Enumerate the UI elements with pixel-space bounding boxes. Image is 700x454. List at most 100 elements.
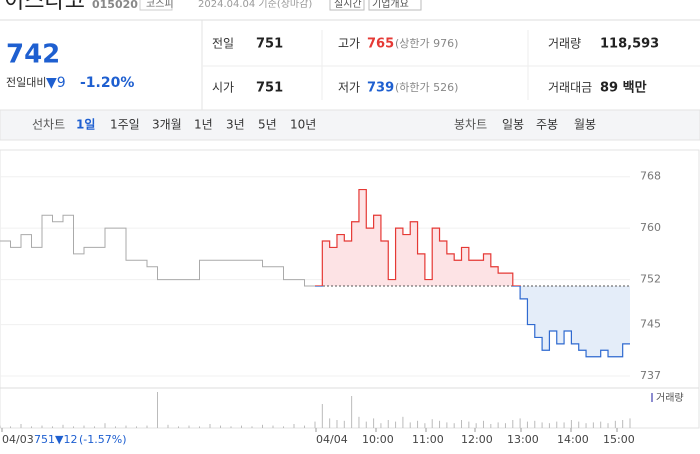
plot-frame bbox=[0, 149, 700, 429]
tab[interactable]: 1주일 bbox=[110, 118, 140, 132]
volume-bar bbox=[622, 420, 624, 428]
volume-bar bbox=[230, 426, 232, 428]
volume-bar bbox=[125, 425, 127, 428]
area-up bbox=[315, 189, 630, 286]
volume-bar bbox=[94, 426, 95, 428]
stat-value: 89 백만 bbox=[600, 80, 647, 96]
stock-name: 이스타코 bbox=[4, 0, 85, 14]
stat-label: 고가 bbox=[338, 37, 360, 51]
tab[interactable]: 3년 bbox=[226, 118, 245, 132]
volume-bar bbox=[431, 419, 433, 428]
area-down bbox=[315, 286, 630, 357]
volume-bar bbox=[262, 424, 263, 428]
volume-bar bbox=[585, 423, 587, 428]
x-tick-label: 11:00 bbox=[412, 433, 444, 446]
volume-bar bbox=[497, 422, 499, 428]
volume-bar bbox=[409, 422, 411, 428]
volume-legend: 거래량 bbox=[656, 392, 684, 404]
volume-bar bbox=[475, 423, 477, 428]
volume-bar bbox=[468, 421, 470, 428]
volume-bar bbox=[402, 416, 404, 428]
x-tick-label: 13:00 bbox=[507, 433, 539, 446]
stat-note: (하한가 526) bbox=[395, 80, 458, 94]
volume-bar bbox=[343, 420, 345, 428]
volume-bar bbox=[167, 424, 169, 428]
volume-bar bbox=[387, 420, 389, 428]
volume-bar bbox=[504, 423, 506, 428]
volume-bar bbox=[321, 404, 323, 428]
market-badge bbox=[139, 0, 173, 11]
stat-value: 739 bbox=[367, 81, 394, 96]
x-tick-label: 04/03 bbox=[2, 433, 34, 446]
volume-bar bbox=[314, 421, 316, 428]
volume-bar bbox=[482, 420, 484, 428]
y-tick-label: 760 bbox=[640, 221, 661, 234]
volume-bar bbox=[570, 420, 572, 428]
company-info[interactable]: 기업개요 bbox=[372, 0, 409, 10]
tab[interactable]: 일봉 bbox=[502, 118, 524, 132]
x-tick-label: 10:00 bbox=[362, 433, 394, 446]
volume-bar bbox=[592, 422, 594, 428]
tab[interactable]: 1년 bbox=[194, 118, 213, 132]
volume-bar bbox=[209, 424, 211, 428]
volume-bar bbox=[52, 426, 53, 428]
volume-bar bbox=[461, 420, 463, 428]
tab-label: 봉차트 bbox=[454, 118, 487, 132]
legend-swatch bbox=[651, 393, 653, 402]
y-tick-label: 768 bbox=[640, 170, 661, 183]
price-line-down bbox=[315, 286, 630, 358]
volume-bar bbox=[548, 423, 550, 428]
change: ▼9 bbox=[46, 75, 66, 91]
volume-bar bbox=[629, 418, 631, 428]
volume-bar bbox=[351, 396, 353, 428]
tab[interactable]: 주봉 bbox=[536, 118, 558, 132]
volume-bar bbox=[157, 392, 158, 428]
volume-bar bbox=[115, 426, 116, 428]
volume-bar bbox=[534, 420, 536, 428]
volume-bar bbox=[424, 423, 426, 428]
tab[interactable]: 10년 bbox=[290, 118, 316, 132]
volume-bar bbox=[104, 423, 106, 428]
stat-value: 765 bbox=[367, 37, 394, 52]
tab-label: 선차트 bbox=[32, 118, 65, 132]
volume-bar bbox=[512, 420, 514, 428]
market: 코스피 bbox=[146, 0, 174, 10]
stat-value: 751 bbox=[256, 37, 283, 52]
tab[interactable]: 3개월 bbox=[152, 118, 182, 132]
stat-value: 751 bbox=[256, 81, 283, 96]
current-price: 742 bbox=[6, 40, 60, 70]
volume-bar bbox=[178, 426, 179, 428]
volume-bar bbox=[373, 418, 375, 428]
tab[interactable]: 5년 bbox=[258, 118, 277, 132]
tab[interactable]: 월봉 bbox=[574, 118, 596, 132]
volume-bar bbox=[83, 425, 85, 428]
price-line bbox=[0, 214, 315, 287]
company-button[interactable] bbox=[368, 0, 422, 11]
volume-bar bbox=[336, 420, 338, 428]
volume-bar bbox=[31, 426, 32, 428]
header: 이스타코 015020 코스피 2024.04.04 기준(장마감) 실시간 기… bbox=[4, 0, 422, 14]
volume-bar bbox=[272, 425, 274, 428]
tab[interactable]: 1일 bbox=[76, 118, 95, 132]
volume-bar bbox=[446, 422, 448, 428]
change-rate: -1.20% bbox=[80, 75, 134, 91]
stat-label: 전일 bbox=[212, 37, 234, 51]
stat-label: 시가 bbox=[212, 81, 234, 95]
stat-label: 거래대금 bbox=[548, 81, 592, 95]
x-tick-label: 14:00 bbox=[557, 433, 589, 446]
realtime-button[interactable] bbox=[329, 0, 365, 11]
volume-bar bbox=[283, 426, 284, 428]
volume-bar bbox=[199, 426, 200, 428]
volume-bar bbox=[556, 421, 558, 428]
volume-bar bbox=[526, 421, 528, 428]
volume-bar bbox=[10, 426, 11, 428]
volume-bar bbox=[380, 423, 382, 428]
footer-change: ▼12 bbox=[55, 433, 77, 446]
volume-bar bbox=[73, 426, 74, 428]
stat-label: 저가 bbox=[338, 81, 360, 95]
y-tick-label: 752 bbox=[640, 273, 661, 286]
stat-value: 118,593 bbox=[600, 37, 659, 52]
volume-bar bbox=[146, 425, 148, 428]
realtime[interactable]: 실시간 bbox=[334, 0, 362, 10]
